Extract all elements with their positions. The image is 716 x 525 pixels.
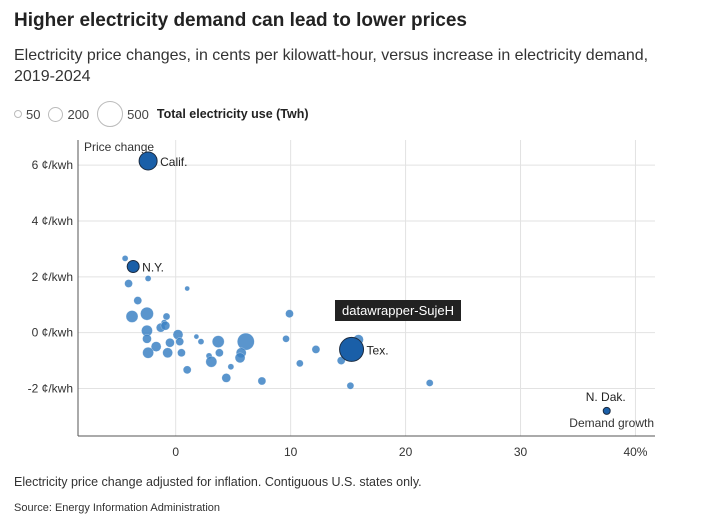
x-tick-label: 40% <box>623 445 647 459</box>
y-label-bg <box>80 140 162 154</box>
data-point <box>193 333 200 340</box>
data-point <box>142 334 152 344</box>
chart-title: Higher electricity demand can lead to lo… <box>14 10 467 31</box>
chart-note: Electricity price change adjusted for in… <box>14 475 422 489</box>
data-point <box>296 359 304 368</box>
data-point <box>425 379 434 387</box>
y-axis-label: Price change <box>84 140 154 154</box>
y-tick-label: 2 ¢/kwh <box>32 270 73 284</box>
y-tick-label: 6 ¢/kwh <box>32 158 73 172</box>
data-point <box>165 337 175 348</box>
data-point <box>160 320 171 331</box>
data-point <box>215 348 224 358</box>
data-point <box>177 348 186 358</box>
data-point <box>150 341 162 352</box>
legend-item-50: 50 <box>14 107 40 122</box>
y-tick-label: -2 ¢/kwh <box>28 382 73 396</box>
x-tick-label: 30 <box>514 445 528 459</box>
data-point <box>124 279 133 288</box>
legend-item-200: 200 <box>48 106 89 122</box>
data-point <box>140 306 154 321</box>
data-point <box>282 335 290 343</box>
data-point <box>142 347 154 359</box>
data-point <box>257 376 267 386</box>
point-label: N.Y. <box>142 260 164 274</box>
data-point <box>162 347 173 359</box>
chart-subtitle: Electricity price changes, in cents per … <box>14 47 649 85</box>
highlighted-point <box>126 260 140 273</box>
data-point <box>182 365 192 375</box>
data-point <box>285 309 294 318</box>
data-point <box>184 285 190 292</box>
data-point <box>211 335 225 348</box>
highlighted-point <box>602 406 611 415</box>
point-label: Calif. <box>160 155 187 169</box>
data-point <box>205 355 218 368</box>
highlighted-point <box>339 336 365 362</box>
x-tick-label: 10 <box>284 445 298 459</box>
x-tick-label: 0 <box>172 445 179 459</box>
data-point <box>197 338 205 345</box>
y-tick-label: 4 ¢/kwh <box>32 214 73 228</box>
highlighted-point <box>138 151 158 171</box>
data-point <box>121 255 129 262</box>
data-point <box>221 373 232 383</box>
data-point <box>311 345 321 354</box>
data-point <box>144 275 152 282</box>
legend-title: Total electricity use (Twh) <box>156 107 309 121</box>
data-point <box>162 312 171 321</box>
point-label: Tex. <box>367 343 389 357</box>
data-point <box>125 310 139 323</box>
data-point <box>237 332 255 351</box>
data-point <box>133 296 143 305</box>
legend-item-500: 500 <box>97 101 149 127</box>
x-axis-label: Demand growth <box>569 416 654 430</box>
data-point <box>227 363 235 371</box>
data-point <box>346 381 355 390</box>
data-point <box>234 352 246 364</box>
point-label: N. Dak. <box>586 390 626 404</box>
y-tick-label: 0 ¢/kwh <box>32 326 73 340</box>
data-point <box>175 337 184 346</box>
tooltip: datawrapper-SujeH <box>335 300 462 321</box>
x-tick-label: 20 <box>399 445 413 459</box>
size-legend: 50 200 500 Total electricity use (Twh) <box>14 101 309 127</box>
chart-source: Source: Energy Information Administratio… <box>14 502 221 514</box>
